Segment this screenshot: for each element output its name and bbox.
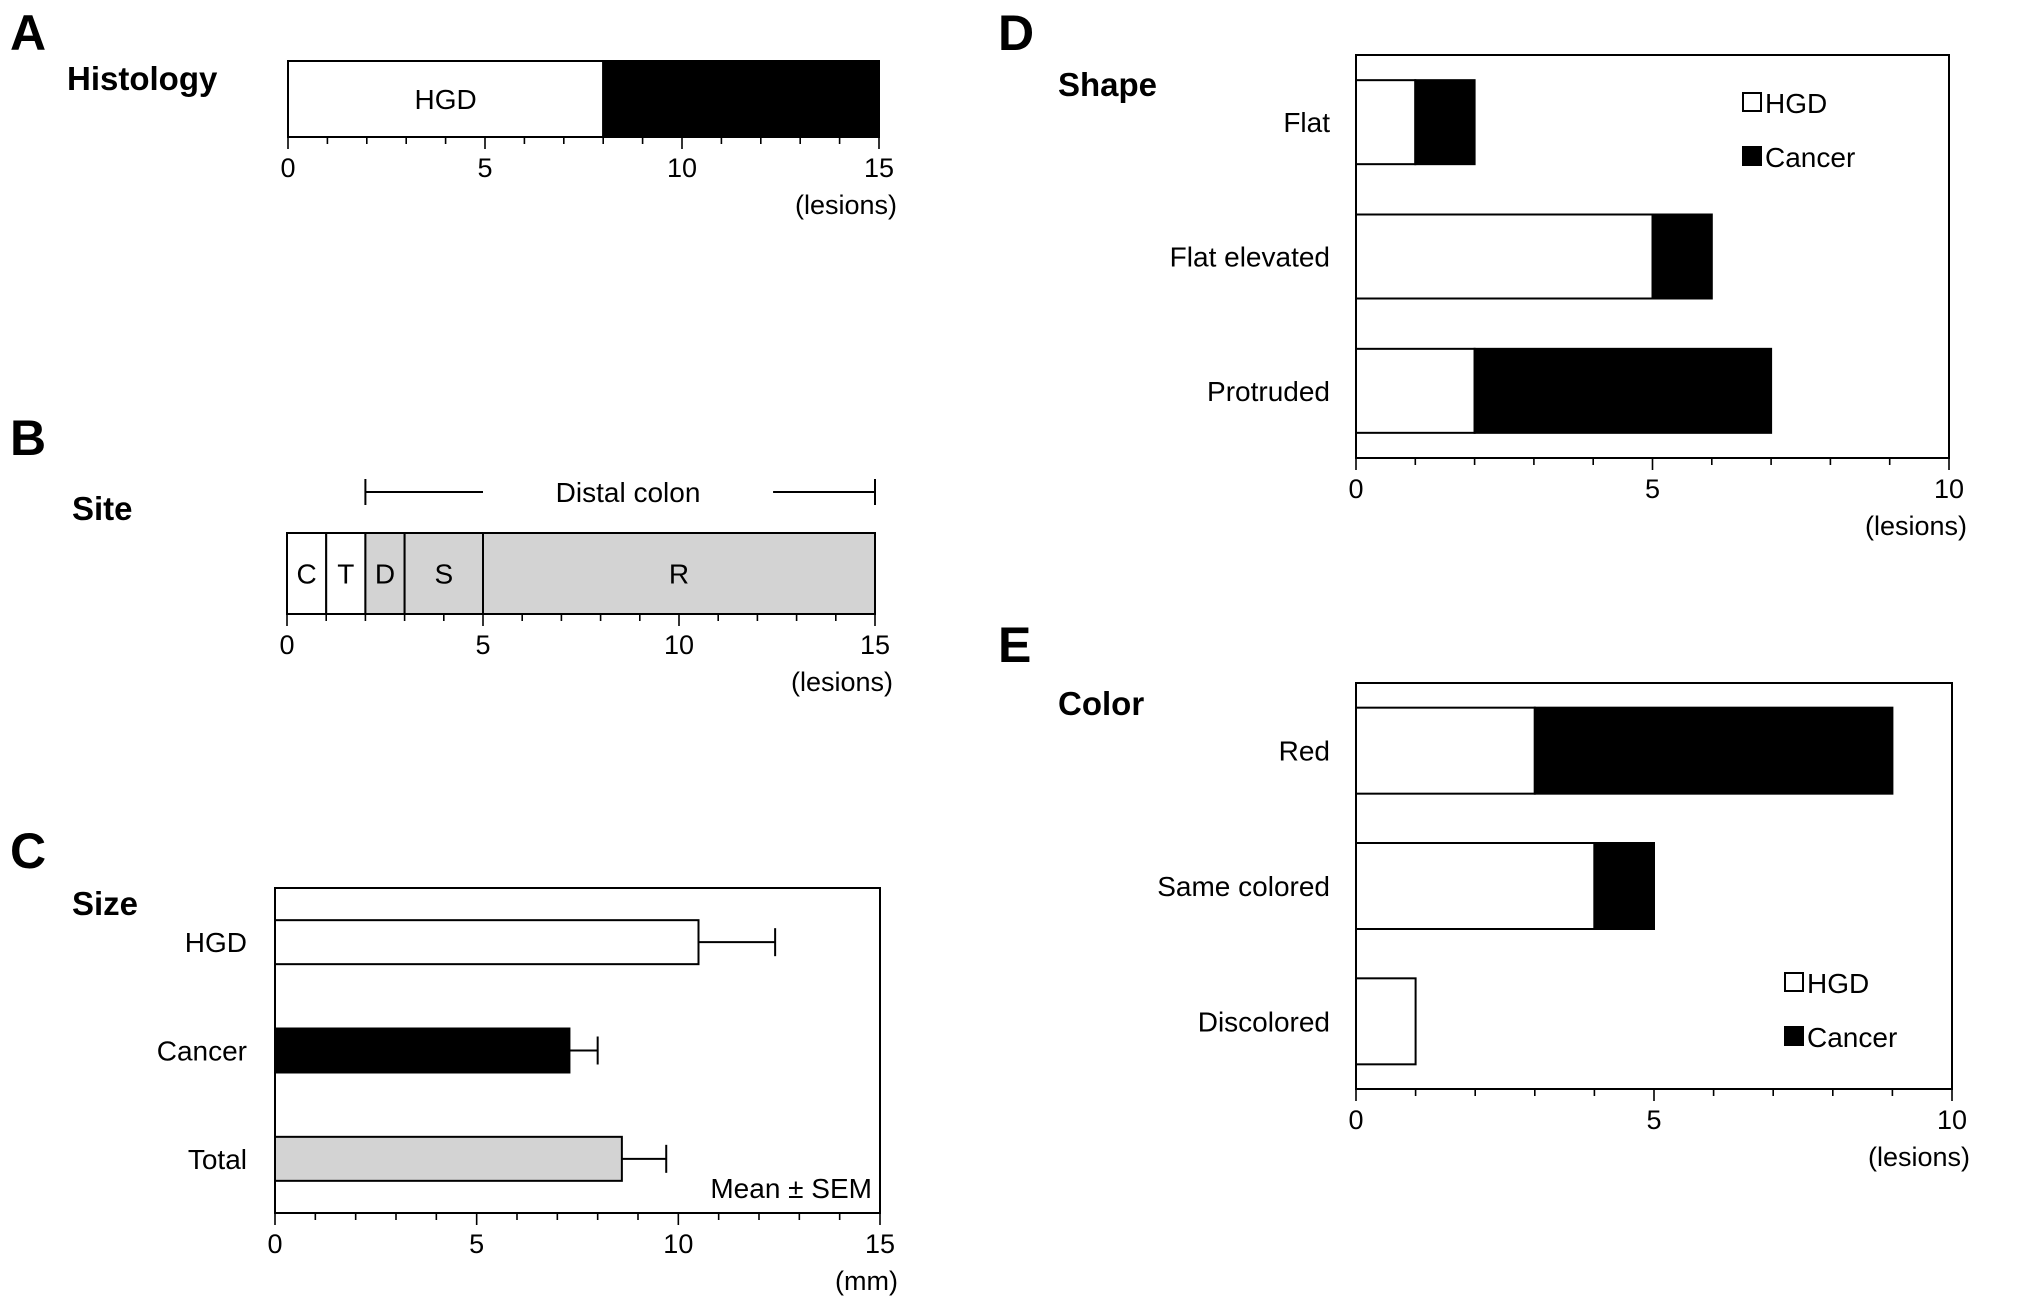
site-segment-label: S <box>434 559 453 590</box>
x-tick-label: 0 <box>1348 1105 1363 1135</box>
panel-a-letter: A <box>10 5 46 61</box>
panel-d-letter: D <box>998 5 1034 61</box>
size-bar <box>274 1135 623 1182</box>
panel-c-letter: C <box>10 823 46 879</box>
panel-c-title: Size <box>72 885 138 922</box>
site-segment-bar <box>364 532 406 615</box>
panel-e-letter: E <box>998 617 1031 673</box>
panel-d-title: Shape <box>1058 66 1157 103</box>
stacked-bar-segment <box>1355 213 1654 300</box>
mean-sem-annotation: Mean ± SEM <box>710 1173 872 1204</box>
panel-a-title: Histology <box>67 60 218 97</box>
size-chart: 0 5 10 15 (mm) HGD Cancer Total Mean ± SEM <box>157 887 898 1296</box>
x-axis-unit-label: (lesions) <box>1868 1142 1970 1172</box>
x-tick-label: 5 <box>1645 474 1660 504</box>
legend-label: HGD <box>1807 968 1869 999</box>
x-tick-label: 0 <box>1348 474 1363 504</box>
x-tick-label: 5 <box>1646 1105 1661 1135</box>
stacked-bar-segment <box>1414 79 1476 166</box>
stacked-bar-segment <box>1355 347 1476 434</box>
legend-swatch <box>1742 92 1762 112</box>
x-tick-label: 0 <box>280 153 295 183</box>
x-axis-unit-label: (lesions) <box>795 190 897 220</box>
histology-segment-label: HGD <box>414 84 476 115</box>
category-label: HGD <box>185 927 247 958</box>
x-tick-label: 5 <box>475 630 490 660</box>
x-tick-label: 0 <box>267 1229 282 1259</box>
x-tick-label: 5 <box>477 153 492 183</box>
stacked-bar-segment <box>1355 977 1417 1066</box>
x-tick-label: 5 <box>469 1229 484 1259</box>
category-label: Flat <box>1283 107 1330 138</box>
stacked-bar-segment <box>1473 347 1773 434</box>
site-segment-label: C <box>296 559 316 590</box>
histology-segment-label: Cancer <box>696 84 786 115</box>
site-segment-bar <box>286 532 328 615</box>
histology-segment-bar <box>287 60 605 138</box>
histology-segment-bar <box>602 60 880 138</box>
panel-e-title: Color <box>1058 685 1144 722</box>
color-chart: 0 5 10 (lesions) Red Same colored Discolored HG… <box>1157 682 1970 1172</box>
x-tick-label: 10 <box>1934 474 1964 504</box>
site-segment-label: R <box>669 559 689 590</box>
stacked-bar-segment <box>1533 706 1894 795</box>
panel-b-title: Site <box>72 490 133 527</box>
bracket-label: Distal colon <box>556 477 701 508</box>
site-chart: 0 5 10 15 (lesions) C T D S R Distal colon <box>279 477 893 697</box>
stacked-bar-segment <box>1355 79 1417 166</box>
shape-chart: 0 5 10 (lesions) Flat Flat elevated Protruded H… <box>1170 54 1967 541</box>
legend-label: HGD <box>1765 88 1827 119</box>
category-label: Flat elevated <box>1170 242 1330 273</box>
stacked-bar-segment <box>1593 842 1656 930</box>
category-label: Red <box>1279 736 1330 767</box>
legend-label: Cancer <box>1765 142 1855 173</box>
stacked-bar-segment <box>1355 842 1596 930</box>
category-label: Total <box>188 1144 247 1175</box>
legend-swatch <box>1742 146 1762 166</box>
x-tick-label: 10 <box>663 1229 693 1259</box>
site-segment-label: T <box>337 559 354 590</box>
x-axis-unit-label: (lesions) <box>791 667 893 697</box>
x-tick-label: 0 <box>279 630 294 660</box>
panel-b-letter: B <box>10 410 46 466</box>
x-tick-label: 15 <box>860 630 890 660</box>
category-label: Discolored <box>1198 1006 1330 1037</box>
x-tick-label: 10 <box>667 153 697 183</box>
x-axis-unit-label: (lesions) <box>1865 511 1967 541</box>
x-tick-label: 10 <box>1937 1105 1967 1135</box>
legend-swatch <box>1784 1026 1804 1046</box>
site-segment-bar <box>482 532 876 615</box>
x-tick-label: 15 <box>865 1229 895 1259</box>
category-label: Cancer <box>157 1036 247 1067</box>
category-label: Same colored <box>1157 871 1330 902</box>
stacked-bar-segment <box>1651 213 1713 300</box>
legend-label: Cancer <box>1807 1022 1897 1053</box>
histology-chart: 0 5 10 15 (lesions) HGD Cancer <box>280 60 897 220</box>
size-bar <box>274 919 700 966</box>
size-bar <box>274 1027 571 1074</box>
stacked-bar-segment <box>1355 706 1536 795</box>
site-segment-label: D <box>375 559 395 590</box>
legend-swatch <box>1784 972 1804 992</box>
x-tick-label: 10 <box>664 630 694 660</box>
site-segment-bar <box>403 532 485 615</box>
x-axis-unit-label: (mm) <box>835 1266 898 1296</box>
x-tick-label: 15 <box>864 153 894 183</box>
category-label: Protruded <box>1207 376 1330 407</box>
